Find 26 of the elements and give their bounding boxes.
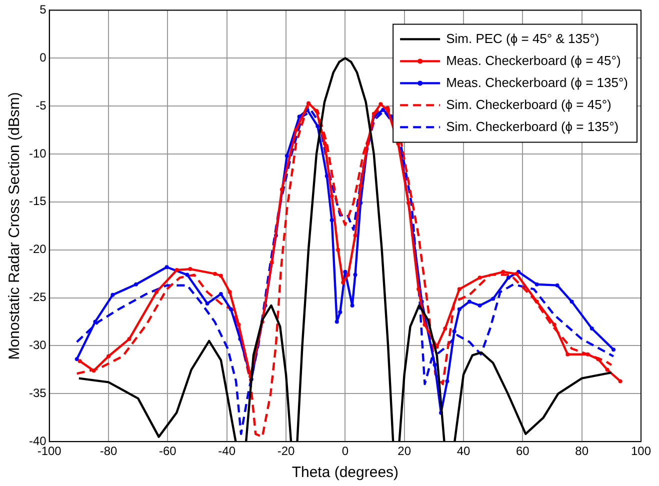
y-tick-label: 0 xyxy=(40,50,47,64)
legend-label: Meas. Checkerboard (ϕ = 45°) xyxy=(446,52,621,68)
y-tick-label: -30 xyxy=(29,338,47,352)
legend-label: Meas. Checkerboard (ϕ = 135°) xyxy=(446,74,628,90)
x-axis-title: Theta (degrees) xyxy=(292,464,399,482)
y-tick-label: -20 xyxy=(29,242,47,256)
x-tick-label: -80 xyxy=(100,444,118,458)
y-tick-label: -10 xyxy=(29,146,47,160)
legend-label: Sim. Checkerboard (ϕ = 45°) xyxy=(446,96,612,112)
legend-label: Sim. Checkerboard (ϕ = 135°) xyxy=(446,118,619,134)
y-tick-label: -5 xyxy=(36,98,47,112)
x-tick-label: -60 xyxy=(159,444,177,458)
x-tick-label: 0 xyxy=(342,444,349,458)
x-tick-label: -40 xyxy=(218,444,236,458)
x-tick-label: -20 xyxy=(277,444,296,458)
x-tick-label: 40 xyxy=(456,444,470,458)
legend-label: Sim. PEC (ϕ = 45° & 135°) xyxy=(446,30,600,46)
x-tick-label: 80 xyxy=(575,444,589,458)
y-tick-label: -15 xyxy=(29,194,47,208)
x-tick-label: 20 xyxy=(398,444,412,458)
x-tick-label: 60 xyxy=(516,444,530,458)
y-tick-label: -25 xyxy=(29,290,47,304)
y-tick-label: 5 xyxy=(40,2,47,17)
x-tick-label: 100 xyxy=(630,444,652,458)
y-tick-label: -35 xyxy=(29,386,47,400)
y-axis-title: Monostatic Radar Cross Section (dBsm) xyxy=(6,92,24,360)
